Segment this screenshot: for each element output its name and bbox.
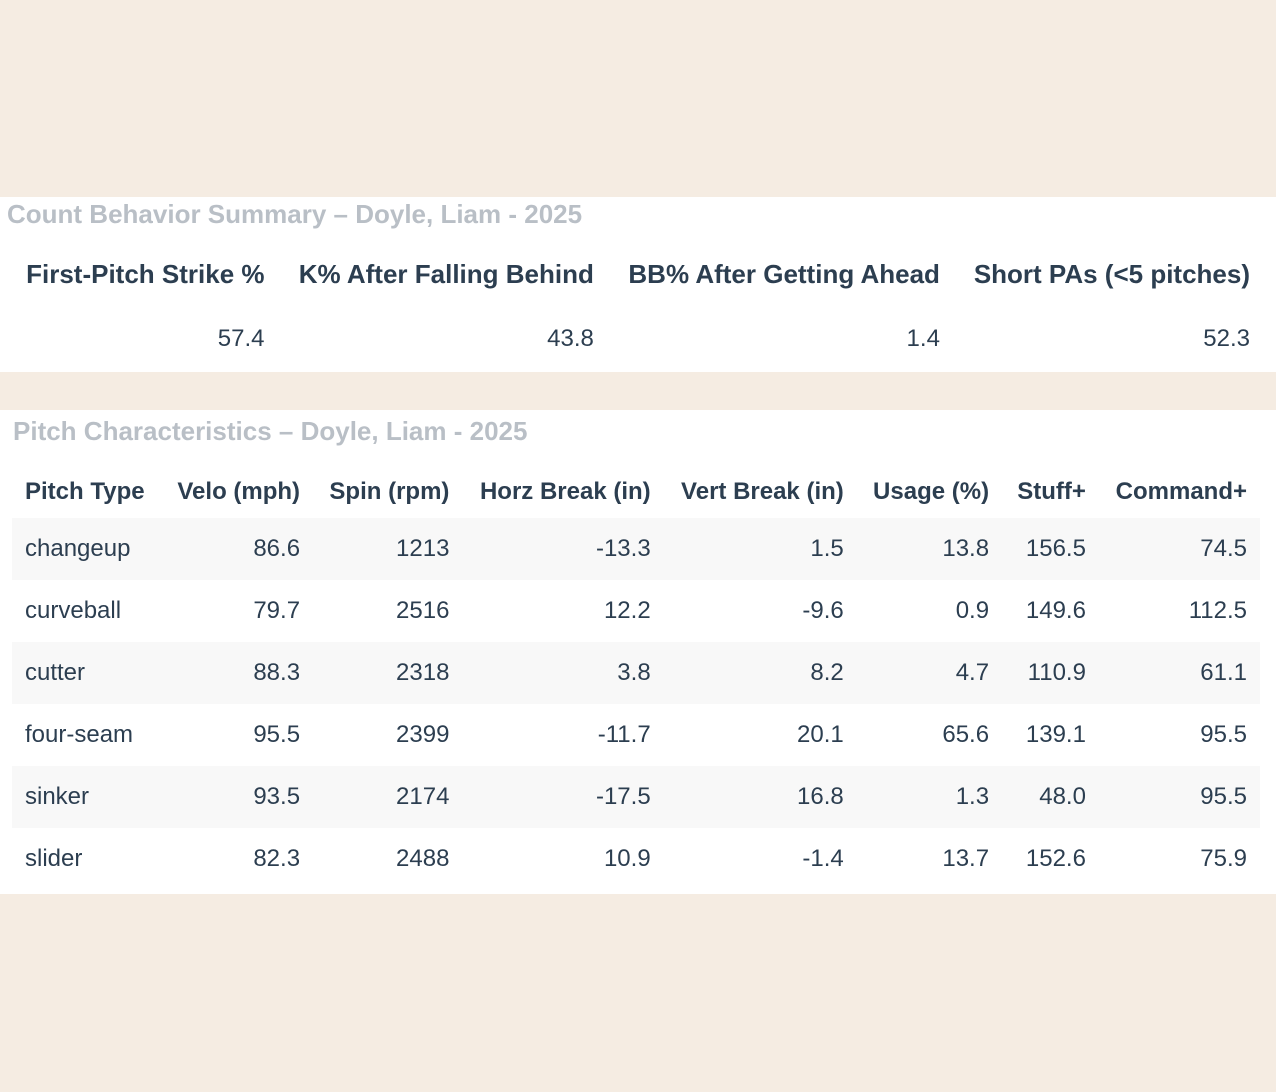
spin-cell: 2174 <box>396 783 450 810</box>
vert-break-cell: 1.5 <box>810 535 844 562</box>
column-header-pitch-type: Pitch Type <box>25 478 145 505</box>
velo-cell: 88.3 <box>253 659 301 686</box>
column-header-first-pitch-strike: First-Pitch Strike % <box>26 258 265 289</box>
column-header-horz-break: Horz Break (in) <box>479 478 651 505</box>
pitch-header-row: Pitch Type Velo (mph) Spin (rpm) Horz Br… <box>12 466 1260 518</box>
column-header-spin: Spin (rpm) <box>329 478 450 505</box>
horz-break-cell: -11.7 <box>597 721 651 748</box>
column-header-vert-break: Vert Break (in) <box>681 478 844 505</box>
stuff-plus-cell: 48.0 <box>1039 783 1086 810</box>
table-row: changeup 86.6 1213 -13.3 1.5 13.8 156.5 … <box>12 518 1260 580</box>
column-header-stuff-plus: Stuff+ <box>1017 478 1086 505</box>
pitch-type-cell: four-seam <box>25 721 134 748</box>
count-value-row: 57.4 43.8 1.4 52.3 <box>7 299 1264 379</box>
pitch-type-cell: slider <box>25 845 83 872</box>
command-plus-cell: 95.5 <box>1200 783 1247 810</box>
spin-cell: 1213 <box>396 535 450 562</box>
horz-break-cell: -13.3 <box>595 535 651 562</box>
spin-cell: 2318 <box>396 659 450 686</box>
horz-break-cell: 10.9 <box>603 845 651 872</box>
command-plus-cell: 75.9 <box>1200 845 1247 872</box>
vert-break-cell: 16.8 <box>797 783 844 810</box>
pitch-type-cell: cutter <box>25 659 86 686</box>
table-row: slider 82.3 2488 10.9 -1.4 13.7 152.6 75… <box>12 828 1260 890</box>
pitch-type-cell: curveball <box>25 597 122 624</box>
short-pas-value: 52.3 <box>1203 325 1250 352</box>
vert-break-cell: -1.4 <box>802 845 844 872</box>
k-after-falling-behind-value: 43.8 <box>547 325 594 352</box>
pitch-characteristics-title: Pitch Characteristics – Doyle, Liam - 20… <box>13 416 528 446</box>
stuff-plus-cell: 156.5 <box>1025 535 1086 562</box>
command-plus-cell: 112.5 <box>1188 597 1247 624</box>
command-plus-cell: 95.5 <box>1200 721 1247 748</box>
count-header-row: First-Pitch Strike % K% After Falling Be… <box>7 249 1264 299</box>
horz-break-cell: 12.2 <box>603 597 651 624</box>
column-header-velo: Velo (mph) <box>177 478 301 505</box>
table-row: sinker 93.5 2174 -17.5 16.8 1.3 48.0 95.… <box>12 766 1260 828</box>
vert-break-cell: 8.2 <box>810 659 844 686</box>
usage-cell: 13.7 <box>942 845 990 872</box>
usage-cell: 0.9 <box>955 597 990 624</box>
spin-cell: 2488 <box>396 845 450 872</box>
horz-break-cell: -17.5 <box>595 783 651 810</box>
column-header-k-after-falling-behind: K% After Falling Behind <box>298 258 594 289</box>
horz-break-cell: 3.8 <box>617 659 651 686</box>
pitch-characteristics-table: Pitch Type Velo (mph) Spin (rpm) Horz Br… <box>12 466 1260 890</box>
spin-cell: 2399 <box>396 721 450 748</box>
usage-cell: 1.3 <box>955 783 990 810</box>
pitch-characteristics-panel: Pitch Characteristics – Doyle, Liam - 20… <box>0 410 1276 894</box>
column-header-bb-after-getting-ahead: BB% After Getting Ahead <box>628 258 940 289</box>
table-row: cutter 88.3 2318 3.8 8.2 4.7 110.9 61.1 <box>12 642 1260 704</box>
velo-cell: 82.3 <box>253 845 301 872</box>
stuff-plus-cell: 149.6 <box>1025 597 1086 624</box>
velo-cell: 93.5 <box>253 783 301 810</box>
table-row: curveball 79.7 2516 12.2 -9.6 0.9 149.6 … <box>12 580 1260 642</box>
vert-break-cell: 20.1 <box>797 721 844 748</box>
command-plus-cell: 74.5 <box>1200 535 1247 562</box>
stuff-plus-cell: 110.9 <box>1027 659 1086 686</box>
stuff-plus-cell: 152.6 <box>1025 845 1086 872</box>
count-behavior-panel: Count Behavior Summary – Doyle, Liam - 2… <box>0 197 1276 372</box>
usage-cell: 4.7 <box>955 659 990 686</box>
bb-after-getting-ahead-value: 1.4 <box>906 325 940 352</box>
pitch-type-cell: sinker <box>25 783 90 810</box>
column-header-short-pas: Short PAs (<5 pitches) <box>973 258 1250 289</box>
velo-cell: 86.6 <box>253 535 301 562</box>
velo-cell: 95.5 <box>253 721 301 748</box>
velo-cell: 79.7 <box>253 597 301 624</box>
usage-cell: 13.8 <box>942 535 990 562</box>
pitch-type-cell: changeup <box>25 535 131 562</box>
column-header-command-plus: Command+ <box>1115 478 1247 505</box>
spin-cell: 2516 <box>396 597 450 624</box>
usage-cell: 65.6 <box>942 721 990 748</box>
stuff-plus-cell: 139.1 <box>1025 721 1086 748</box>
count-behavior-title: Count Behavior Summary – Doyle, Liam - 2… <box>7 199 583 229</box>
table-row: four-seam 95.5 2399 -11.7 20.1 65.6 139.… <box>12 704 1260 766</box>
count-behavior-table: First-Pitch Strike % K% After Falling Be… <box>7 249 1264 379</box>
vert-break-cell: -9.6 <box>802 597 844 624</box>
first-pitch-strike-value: 57.4 <box>217 325 265 352</box>
column-header-usage: Usage (%) <box>873 478 990 505</box>
command-plus-cell: 61.1 <box>1200 659 1247 686</box>
